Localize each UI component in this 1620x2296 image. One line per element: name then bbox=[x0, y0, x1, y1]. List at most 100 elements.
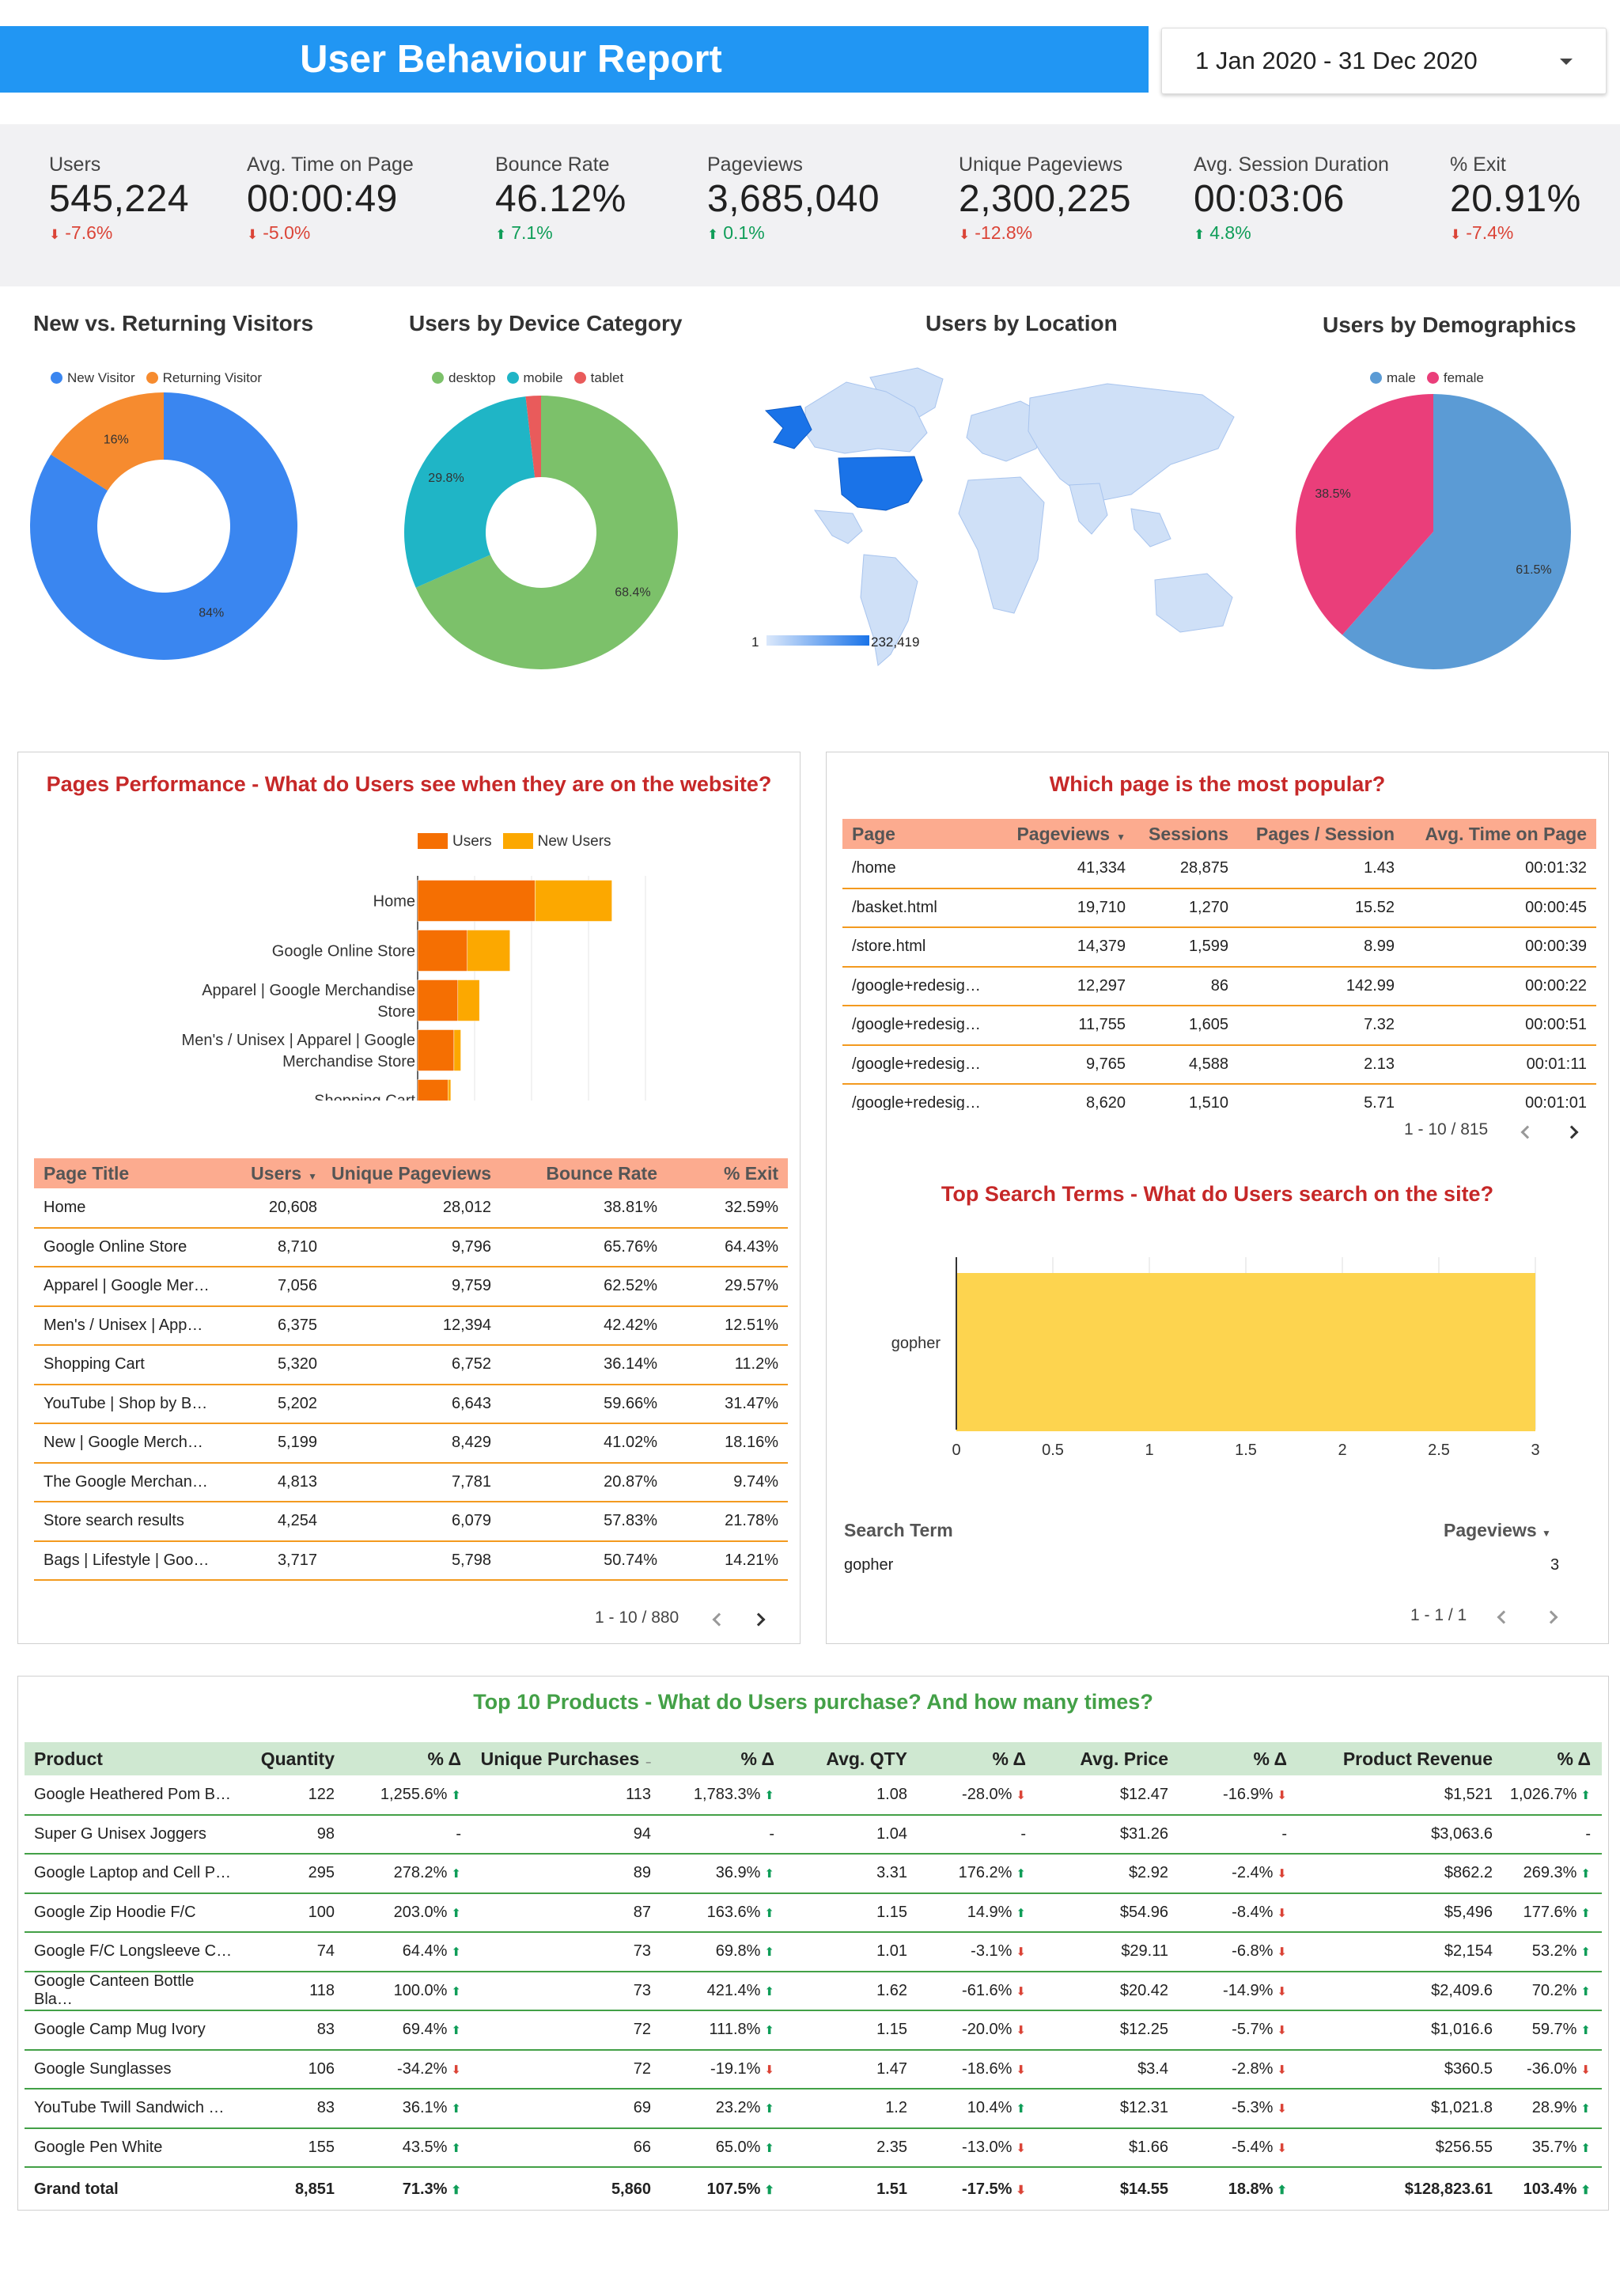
table-row[interactable]: Google Laptop and Cell P… 295 278.2% ⬆ 89 36.… bbox=[25, 1854, 1602, 1894]
table-row[interactable]: Google Zip Hoodie F/C 100 203.0% ⬆ 87 163.6% ⬆… bbox=[25, 1892, 1602, 1933]
bar-users[interactable] bbox=[417, 1029, 455, 1071]
popular-col-header[interactable]: Page bbox=[842, 819, 993, 849]
table-row[interactable]: Google Pen White 155 43.5% ⬆ 66 65.0% ⬆ 2.35 -13… bbox=[25, 2127, 1602, 2168]
bar-users[interactable] bbox=[417, 880, 536, 922]
table-row[interactable]: /google+redesig… 8,620 1,510 5.71 00:01:01 bbox=[842, 1084, 1596, 1110]
prev-page-icon[interactable] bbox=[712, 1612, 726, 1627]
products-col-header[interactable]: Product Revenue bbox=[1298, 1742, 1504, 1775]
table-row[interactable]: Google Sunglasses 106 -34.2% ⬇ 72 -19.1% ⬇ 1.47… bbox=[25, 2049, 1602, 2090]
bar-new-users[interactable] bbox=[535, 880, 612, 922]
table-cell: 00:00:51 bbox=[1404, 1006, 1596, 1046]
device-category-donut[interactable]: 68.4% 29.8% bbox=[403, 394, 679, 671]
table-cell: 1.15 bbox=[785, 1892, 918, 1933]
slice-female[interactable] bbox=[1296, 394, 1433, 635]
products-col-header[interactable]: % Δ bbox=[918, 1742, 1037, 1775]
slice-mobile[interactable] bbox=[404, 396, 536, 588]
pages-col-header[interactable]: Unique Pageviews bbox=[327, 1158, 501, 1188]
table-row[interactable]: Google Heathered Pom B… 122 1,255.6% ⬆ 113 1,… bbox=[25, 1775, 1602, 1816]
products-col-header[interactable]: Quantity bbox=[235, 1742, 346, 1775]
search-bar-chart[interactable]: 0 0.5 1 1.5 2 2.5 3 gopher bbox=[827, 1251, 1610, 1457]
slice-new-visitor[interactable] bbox=[29, 392, 297, 660]
search-col-term[interactable]: Search Term bbox=[844, 1520, 953, 1540]
popular-table-scroll[interactable]: Page Pageviews ▼ Sessions Pages / Session Avg… bbox=[842, 819, 1596, 1110]
table-row[interactable]: Google Online Store 8,710 9,796 65.76% 64.43… bbox=[34, 1227, 788, 1267]
products-col-header[interactable]: Product bbox=[25, 1742, 235, 1775]
arrow-down-icon: ⬇ bbox=[451, 2063, 461, 2077]
table-row[interactable]: Men's / Unisex | App… 6,375 12,394 42.42% 12… bbox=[34, 1305, 788, 1346]
table-row[interactable]: Super G Unisex Joggers 98-94-1.04- $31.26-… bbox=[25, 1814, 1602, 1855]
table-row[interactable]: Bags | Lifestyle | Goo… 3,717 5,798 50.74% 1… bbox=[34, 1540, 788, 1581]
next-page-icon[interactable] bbox=[1544, 1610, 1558, 1624]
table-row[interactable]: /google+redesig… 11,755 1,605 7.32 00:00:51 bbox=[842, 1006, 1596, 1046]
table-row[interactable]: New | Google Merch… 5,199 8,429 41.02% 18.16… bbox=[34, 1423, 788, 1464]
bar-users[interactable] bbox=[417, 979, 459, 1021]
products-panel: Top 10 Products - What do Users purchase… bbox=[17, 1676, 1609, 2211]
pages-bar-chart[interactable]: 010K20K30K40KHomeGoogle Online StoreAppa… bbox=[18, 847, 801, 1101]
next-page-icon[interactable] bbox=[1565, 1125, 1579, 1139]
table-row[interactable]: Home 20,608 28,012 38.81% 32.59% bbox=[34, 1188, 788, 1229]
sort-desc-icon[interactable]: ▼ bbox=[1116, 831, 1126, 843]
table-row[interactable]: YouTube Twill Sandwich … 83 36.1% ⬆ 69 23.2% ⬆… bbox=[25, 2089, 1602, 2129]
sort-icon[interactable]: – bbox=[645, 1756, 651, 1767]
table-row[interactable]: Apparel | Google Mer… 7,056 9,759 62.52% 29.… bbox=[34, 1267, 788, 1307]
date-range-picker[interactable]: 1 Jan 2020 - 31 Dec 2020 bbox=[1161, 28, 1607, 94]
table-row[interactable]: /google+redesig… 9,765 4,588 2.13 00:01:11 bbox=[842, 1044, 1596, 1085]
table-row[interactable]: Store search results 4,254 6,079 57.83% 21.7… bbox=[34, 1502, 788, 1542]
table-cell: $3,063.6 bbox=[1298, 1814, 1504, 1855]
products-col-header[interactable]: % Δ bbox=[346, 1742, 472, 1775]
arrow-down-icon: ⬇ bbox=[1580, 2063, 1591, 2077]
popular-col-header[interactable]: Sessions bbox=[1135, 819, 1238, 849]
table-cell: $1,016.6 bbox=[1298, 2010, 1504, 2051]
products-col-header[interactable]: Unique Purchases – bbox=[472, 1742, 662, 1775]
products-col-header[interactable]: Avg. QTY bbox=[785, 1742, 918, 1775]
kpi-change: ⬇ -5.0% bbox=[247, 222, 414, 244]
bar-new-users[interactable] bbox=[453, 1029, 461, 1071]
slice-desktop[interactable] bbox=[415, 396, 678, 669]
table-row[interactable]: /home 41,334 28,875 1.43 00:01:32 bbox=[842, 849, 1596, 889]
popular-col-header[interactable]: Avg. Time on Page bbox=[1404, 819, 1596, 849]
popular-col-header[interactable]: Pages / Session bbox=[1238, 819, 1404, 849]
bar-new-users[interactable] bbox=[457, 979, 480, 1021]
pages-col-header[interactable]: Page Title bbox=[34, 1158, 224, 1188]
pages-col-header[interactable]: Users ▼ bbox=[224, 1158, 327, 1188]
table-row[interactable]: YouTube | Shop by B… 5,202 6,643 59.66% 31.4… bbox=[34, 1384, 788, 1424]
dropdown-arrow-icon[interactable] bbox=[1560, 59, 1573, 65]
table-row[interactable]: Google Camp Mug Ivory 83 69.4% ⬆ 72 111.8% ⬆ 1.… bbox=[25, 2010, 1602, 2051]
search-col-pageviews[interactable]: Pageviews ▼ bbox=[1444, 1520, 1551, 1540]
table-row[interactable]: Google F/C Longsleeve C… 74 64.4% ⬆ 73 69.8% ⬆… bbox=[25, 1932, 1602, 1972]
table-row[interactable]: /google+redesig… 12,297 86 142.99 00:00:22 bbox=[842, 966, 1596, 1006]
popular-col-header[interactable]: Pageviews ▼ bbox=[993, 819, 1135, 849]
table-cell: -2.8% ⬇ bbox=[1179, 2049, 1298, 2090]
arrow-up-icon: ⬆ bbox=[1016, 1906, 1026, 1920]
pages-col-header[interactable]: % Exit bbox=[667, 1158, 788, 1188]
pages-col-header[interactable]: Bounce Rate bbox=[501, 1158, 667, 1188]
products-col-header[interactable]: Avg. Price bbox=[1037, 1742, 1179, 1775]
arrow-up-icon: ⬆ bbox=[451, 1788, 461, 1802]
new-vs-returning-donut[interactable]: 84% 16% bbox=[28, 391, 299, 661]
table-row[interactable]: Google Canteen Bottle Bla… 118 100.0% ⬆ 73 42… bbox=[25, 1971, 1602, 2011]
products-col-header[interactable]: % Δ bbox=[1179, 1742, 1298, 1775]
bar-gopher[interactable] bbox=[956, 1273, 1535, 1431]
table-cell: 59.66% bbox=[501, 1384, 667, 1424]
map-scale-min: 1 bbox=[751, 635, 759, 650]
products-col-header[interactable]: % Δ bbox=[662, 1742, 785, 1775]
prev-page-icon[interactable] bbox=[1520, 1125, 1535, 1139]
world-map[interactable] bbox=[759, 360, 1250, 669]
sort-desc-icon[interactable]: ▼ bbox=[308, 1170, 317, 1182]
table-cell: Apparel | Google Mer… bbox=[34, 1267, 224, 1307]
table-row[interactable]: /basket.html 19,710 1,270 15.52 00:00:45 bbox=[842, 888, 1596, 928]
next-page-icon[interactable] bbox=[751, 1612, 766, 1627]
products-col-header[interactable]: % Δ bbox=[1504, 1742, 1602, 1775]
table-row[interactable]: Shopping Cart 5,320 6,752 36.14% 11.2% bbox=[34, 1345, 788, 1385]
slice-tablet[interactable] bbox=[525, 396, 541, 478]
slice-returning-visitor[interactable] bbox=[51, 392, 164, 491]
demographics-pie[interactable]: 61.5% 38.5% bbox=[1294, 392, 1573, 671]
bar-new-users[interactable] bbox=[448, 1079, 452, 1101]
bar-new-users[interactable] bbox=[467, 930, 510, 972]
bar-users[interactable] bbox=[417, 1079, 449, 1101]
prev-page-icon[interactable] bbox=[1497, 1610, 1511, 1624]
table-row[interactable]: /store.html 14,379 1,599 8.99 00:00:39 bbox=[842, 927, 1596, 968]
table-row[interactable]: The Google Merchan… 4,813 7,781 20.87% 9.74% bbox=[34, 1462, 788, 1502]
slice-male[interactable] bbox=[1342, 394, 1571, 669]
bar-users[interactable] bbox=[417, 930, 467, 972]
